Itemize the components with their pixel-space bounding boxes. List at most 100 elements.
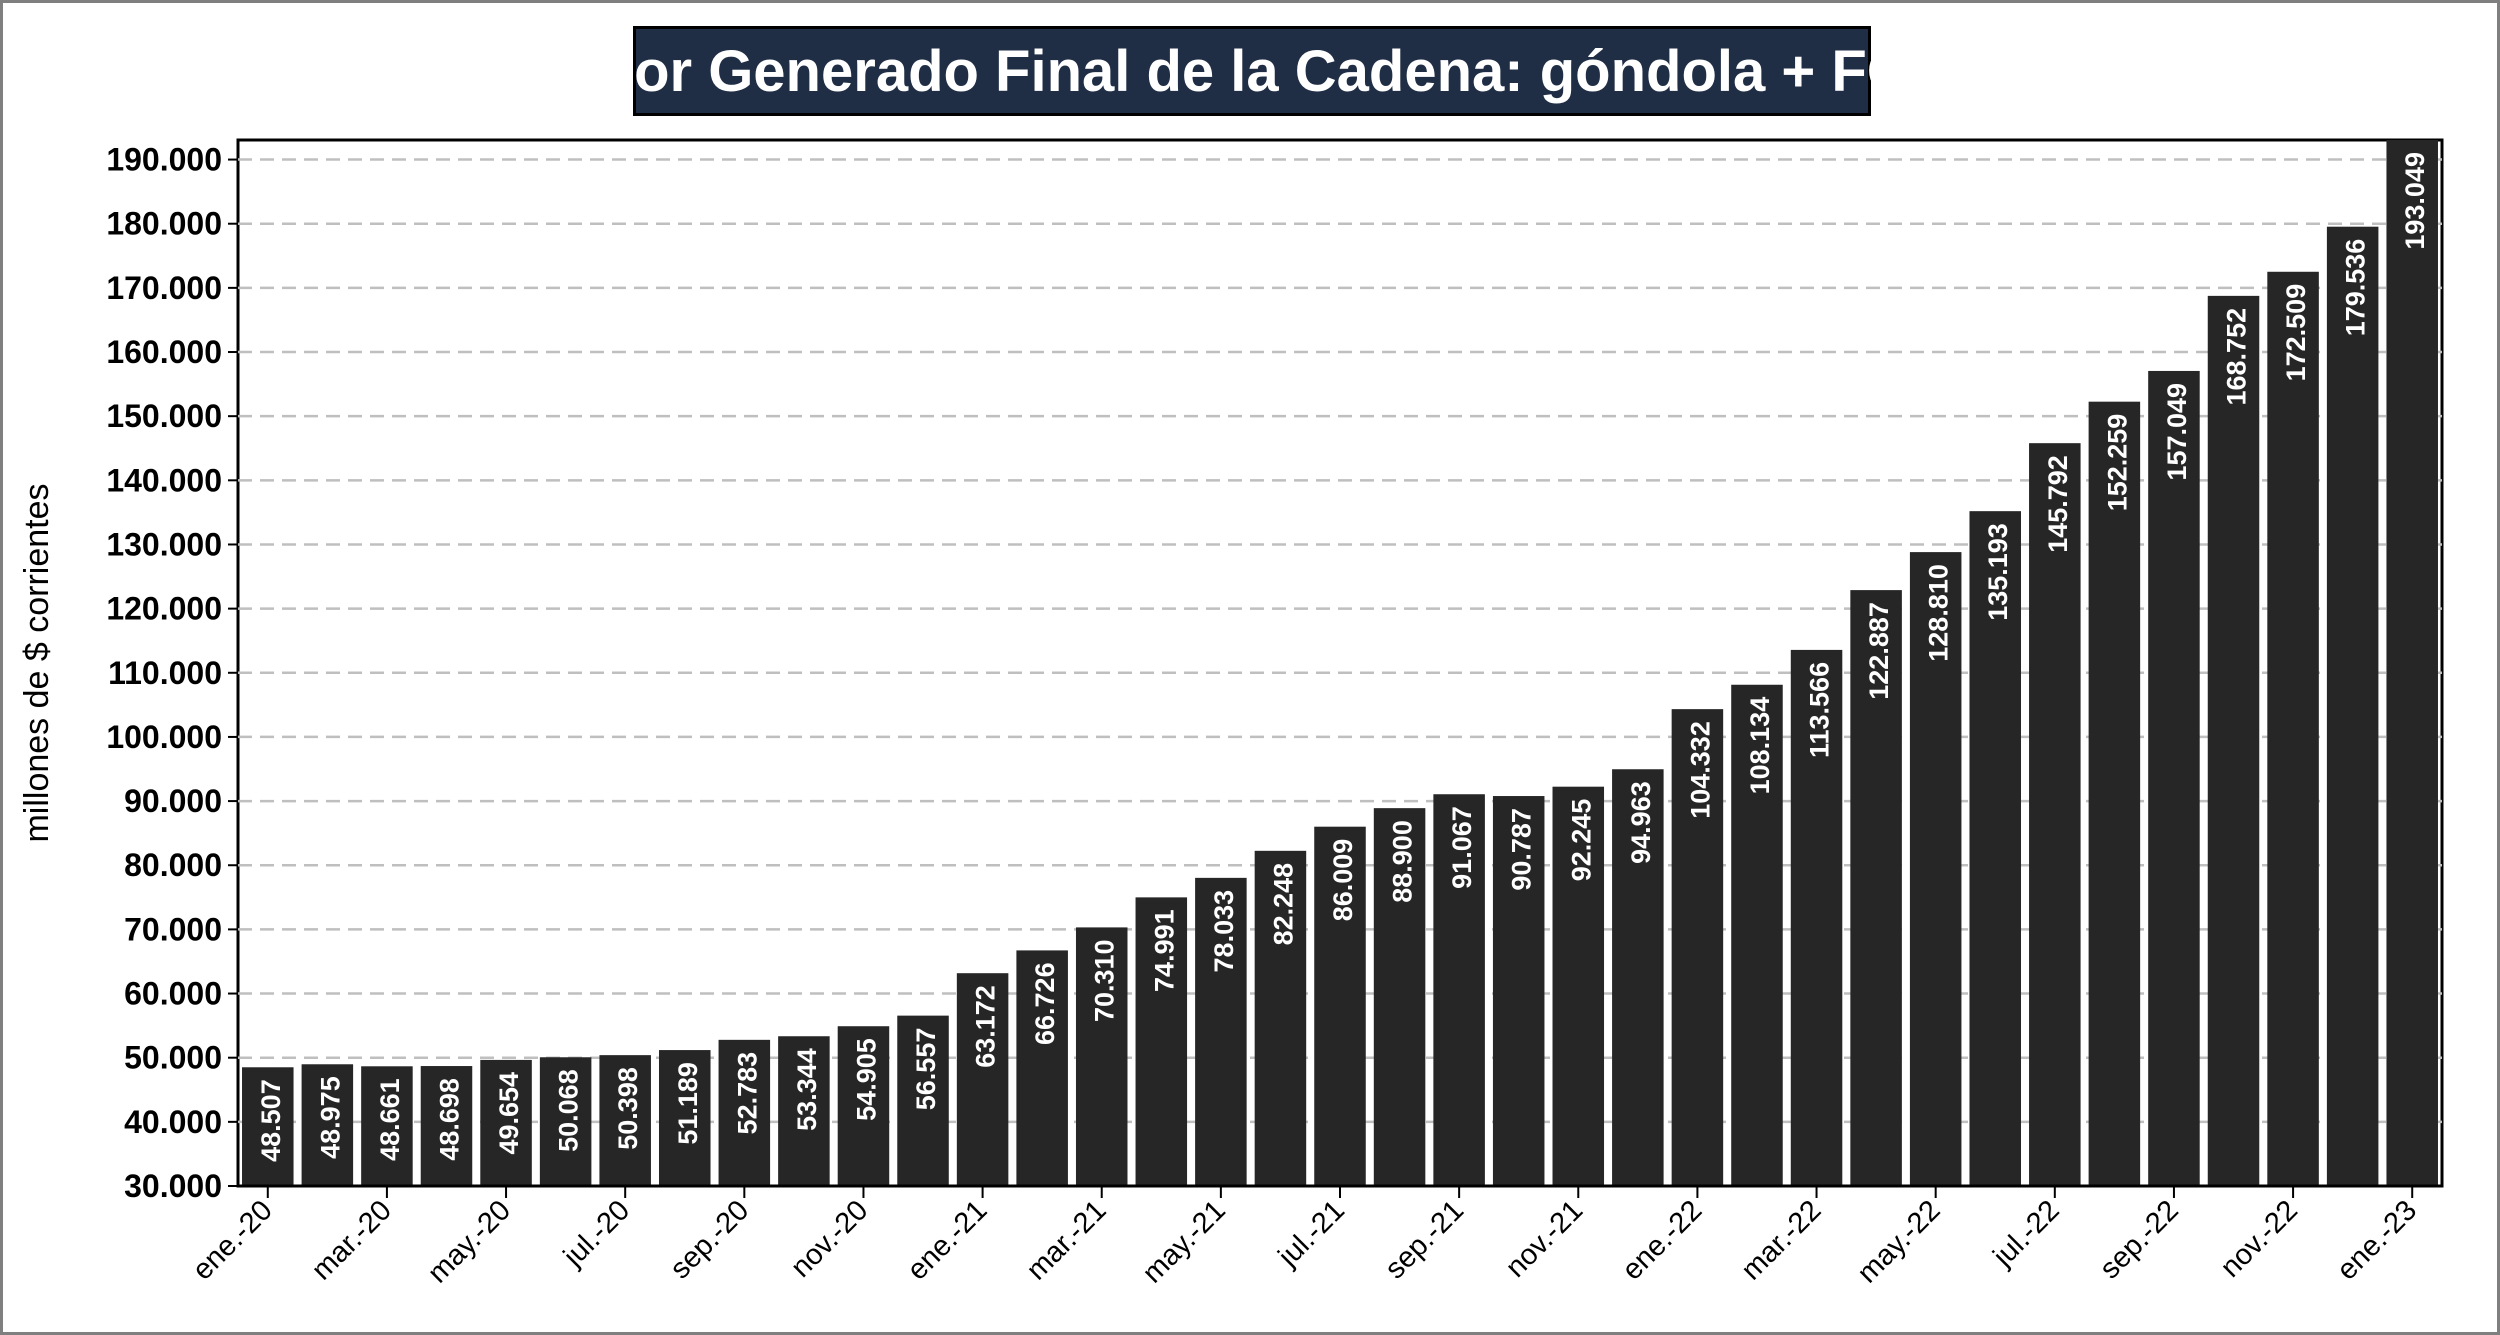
bar-value-label: 56.557 [911, 1028, 941, 1111]
y-tick-label: 140.000 [106, 462, 222, 498]
bar [2088, 401, 2141, 1187]
bar-value-label: 145.792 [2043, 455, 2073, 553]
bar-value-label: 168.752 [2222, 308, 2252, 406]
y-tick-label: 70.000 [124, 911, 222, 947]
x-tick-label: may.-20 [422, 1194, 517, 1289]
bar [2029, 443, 2081, 1187]
bar-value-label: 122.887 [1864, 602, 1894, 700]
bar-value-label: 90.787 [1507, 808, 1537, 891]
bar-value-label: 53.344 [792, 1048, 822, 1131]
bar-value-label: 86.009 [1328, 839, 1358, 922]
bar-value-label: 50.068 [554, 1069, 584, 1152]
x-tick-label: nov.-21 [1500, 1194, 1590, 1284]
bar-value-label: 172.509 [2281, 284, 2311, 382]
bar [778, 1036, 830, 1186]
y-tick-label: 90.000 [124, 783, 222, 819]
y-tick-label: 180.000 [106, 206, 222, 242]
x-tick-label: sep.-22 [2094, 1194, 2185, 1285]
bar-value-label: 63.172 [971, 985, 1001, 1068]
bar [420, 1066, 473, 1186]
bar [956, 973, 1009, 1186]
bar [1314, 826, 1366, 1186]
y-axis-title: millones de $ corrientes [18, 483, 56, 842]
bar [242, 1067, 294, 1186]
y-tick-label: 50.000 [124, 1040, 222, 1076]
bar-value-label: 108.134 [1745, 697, 1775, 795]
x-tick-label: may.-21 [1137, 1194, 1232, 1289]
x-tick-label: nov.-20 [785, 1194, 875, 1284]
bar-value-label: 157.049 [2162, 383, 2192, 481]
bar [1850, 590, 1902, 1186]
bar-value-label: 51.189 [673, 1062, 703, 1145]
bar [658, 1050, 711, 1186]
bar [2326, 226, 2379, 1186]
chart-title: Valor Generado Final de la Cadena: góndo… [550, 38, 1954, 104]
x-tick-label: mar.-21 [1021, 1194, 1113, 1286]
y-tick-label: 130.000 [106, 526, 222, 562]
bar-value-label: 70.310 [1090, 939, 1120, 1022]
bar-value-label: 113.566 [1805, 662, 1835, 758]
x-tick-label: jul.-22 [1987, 1194, 2066, 1273]
y-tick-label: 120.000 [106, 591, 222, 627]
bar [1433, 794, 1485, 1186]
bar [1492, 796, 1545, 1186]
bar [361, 1066, 413, 1186]
bar-value-label: 66.726 [1030, 962, 1060, 1045]
bar [2148, 370, 2200, 1186]
bar-value-label: 152.259 [2102, 414, 2132, 512]
bar [1075, 927, 1128, 1186]
y-tick-label: 170.000 [106, 270, 222, 306]
bar-value-label: 50.398 [613, 1067, 643, 1150]
bar-value-label: 179.536 [2341, 239, 2371, 337]
bar [1016, 950, 1068, 1186]
bar-value-label: 48.698 [434, 1078, 464, 1161]
bar-value-label: 48.975 [315, 1076, 345, 1159]
bar [599, 1055, 651, 1186]
bar-value-label: 94.963 [1626, 781, 1656, 864]
bar-value-label: 135.193 [1983, 523, 2013, 621]
bar [301, 1064, 354, 1186]
bar-value-label: 78.033 [1209, 890, 1239, 973]
bar [1373, 808, 1426, 1186]
y-tick-label: 110.000 [108, 655, 222, 691]
bar-value-label: 92.245 [1566, 799, 1596, 882]
y-tick-label: 100.000 [106, 719, 222, 755]
y-tick-label: 150.000 [106, 398, 222, 434]
bar [1552, 786, 1605, 1186]
x-tick-label: ene.-22 [1616, 1194, 1708, 1286]
chart-title-box: Valor Generado Final de la Cadena: góndo… [550, 26, 1954, 116]
y-tick-label: 30.000 [124, 1168, 222, 1204]
x-tick-label: nov.-22 [2215, 1194, 2305, 1284]
bar [1969, 511, 2022, 1187]
bar [1790, 649, 1843, 1186]
bar-value-label: 54.905 [851, 1038, 881, 1121]
bar [837, 1026, 890, 1186]
bar-value-label: 48.661 [375, 1078, 405, 1161]
bar [2207, 295, 2260, 1186]
bar [1909, 552, 1962, 1186]
bar-value-label: 193.049 [2400, 152, 2430, 250]
bar [1195, 877, 1247, 1186]
bar-value-label: 104.332 [1685, 721, 1715, 819]
x-tick-label: sep.-20 [664, 1194, 755, 1285]
bar [718, 1039, 771, 1186]
bar [480, 1059, 532, 1186]
bar [1612, 769, 1664, 1186]
y-tick-label: 190.000 [106, 142, 222, 178]
bar [897, 1015, 949, 1186]
x-tick-label: jul.-21 [1272, 1194, 1351, 1273]
y-tick-label: 160.000 [106, 334, 222, 370]
bar [1135, 897, 1188, 1186]
y-tick-label: 80.000 [124, 847, 222, 883]
bar [1731, 684, 1783, 1186]
x-tick-label: ene.-23 [2331, 1194, 2423, 1286]
bar [2386, 140, 2438, 1186]
bar-value-label: 82.248 [1268, 863, 1298, 946]
y-tick-label: 60.000 [124, 976, 222, 1012]
bar-value-label: 49.654 [494, 1072, 524, 1155]
bar [1671, 709, 1724, 1186]
x-tick-label: mar.-20 [306, 1194, 398, 1286]
x-tick-label: may.-22 [1851, 1194, 1946, 1289]
x-tick-label: mar.-22 [1735, 1194, 1827, 1286]
bar-value-label: 48.507 [256, 1079, 286, 1162]
